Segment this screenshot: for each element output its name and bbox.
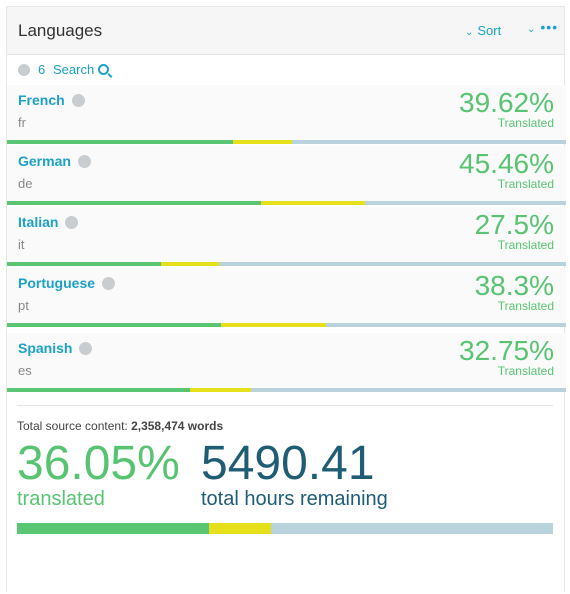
translated-label: Translated xyxy=(497,177,554,191)
sort-label: Sort xyxy=(477,23,502,38)
translated-percent: 39.62% xyxy=(459,87,554,118)
language-progress-bar xyxy=(7,201,566,205)
summary-section: Total source content: 2,358,474 words 36… xyxy=(17,405,553,534)
progress-pending xyxy=(190,388,251,392)
more-icon: ••• xyxy=(540,19,559,35)
globe-icon xyxy=(77,155,91,168)
progress-translated xyxy=(7,323,222,327)
translated-percent: 38.3% xyxy=(474,270,554,301)
chevron-down-icon: ⌄ xyxy=(465,27,474,38)
language-name[interactable]: French xyxy=(18,92,85,108)
language-progress-bar xyxy=(7,388,566,392)
overall-percent-label: translated xyxy=(17,488,105,510)
language-code: de xyxy=(18,176,33,191)
progress-translated xyxy=(17,523,209,534)
overall-percent: 36.05% xyxy=(17,437,180,490)
progress-translated xyxy=(7,140,234,144)
search-button[interactable]: Search xyxy=(53,62,110,77)
language-row[interactable]: Portuguese pt 38.3% Translated xyxy=(7,268,566,327)
language-code: fr xyxy=(18,115,26,130)
language-progress-bar xyxy=(7,262,566,266)
total-source-content: Total source content: 2,358,474 words xyxy=(17,419,224,433)
language-name[interactable]: Spanish xyxy=(18,340,93,356)
overall-progress-bar xyxy=(17,523,553,534)
globe-icon xyxy=(102,277,116,290)
language-row[interactable]: French fr 39.62% Translated xyxy=(7,85,566,144)
language-name[interactable]: Italian xyxy=(18,214,79,230)
language-count: 6 xyxy=(38,62,46,77)
language-row[interactable]: German de 45.46% Translated xyxy=(7,146,566,205)
progress-translated xyxy=(7,201,262,205)
languages-panel: Languages ⌄ Sort ⌄ ••• 6 Search French fr 39… xyxy=(6,6,566,592)
translated-label: Translated xyxy=(497,116,554,130)
language-code: it xyxy=(18,237,25,252)
translated-percent: 27.5% xyxy=(474,209,554,240)
progress-pending xyxy=(208,523,271,534)
translated-label: Translated xyxy=(497,364,554,378)
panel-header: Languages ⌄ Sort ⌄ ••• xyxy=(7,7,564,55)
progress-pending xyxy=(261,201,365,205)
language-code: pt xyxy=(18,298,29,313)
language-row[interactable]: Spanish es 32.75% Translated xyxy=(7,333,566,392)
language-progress-bar xyxy=(7,140,566,144)
language-code: es xyxy=(18,363,32,378)
translated-label: Translated xyxy=(497,299,554,313)
globe-icon xyxy=(71,94,85,107)
progress-pending xyxy=(160,262,220,266)
total-words: 2,358,474 words xyxy=(131,419,224,433)
search-icon xyxy=(98,64,110,75)
hours-remaining-label: total hours remaining xyxy=(201,488,388,510)
translated-percent: 45.46% xyxy=(459,148,554,179)
chevron-down-icon: ⌄ xyxy=(527,24,537,35)
globe-icon xyxy=(65,216,79,229)
progress-pending xyxy=(233,140,293,144)
progress-translated xyxy=(7,262,161,266)
search-label: Search xyxy=(53,62,95,77)
globe-icon xyxy=(18,64,30,76)
language-row[interactable]: Italian it 27.5% Translated xyxy=(7,207,566,266)
language-toolbar: 6 Search xyxy=(7,55,564,86)
language-name[interactable]: Portuguese xyxy=(18,275,116,291)
language-progress-bar xyxy=(7,323,566,327)
sort-button[interactable]: ⌄ Sort xyxy=(465,23,501,38)
hours-remaining: 5490.41 xyxy=(201,437,375,490)
translated-label: Translated xyxy=(497,238,554,252)
progress-pending xyxy=(221,323,327,327)
globe-icon xyxy=(79,342,93,355)
language-name[interactable]: German xyxy=(18,153,91,169)
progress-translated xyxy=(7,388,191,392)
more-menu-button[interactable]: ⌄ ••• xyxy=(527,19,558,35)
panel-title: Languages xyxy=(18,21,103,40)
translated-percent: 32.75% xyxy=(459,335,554,366)
